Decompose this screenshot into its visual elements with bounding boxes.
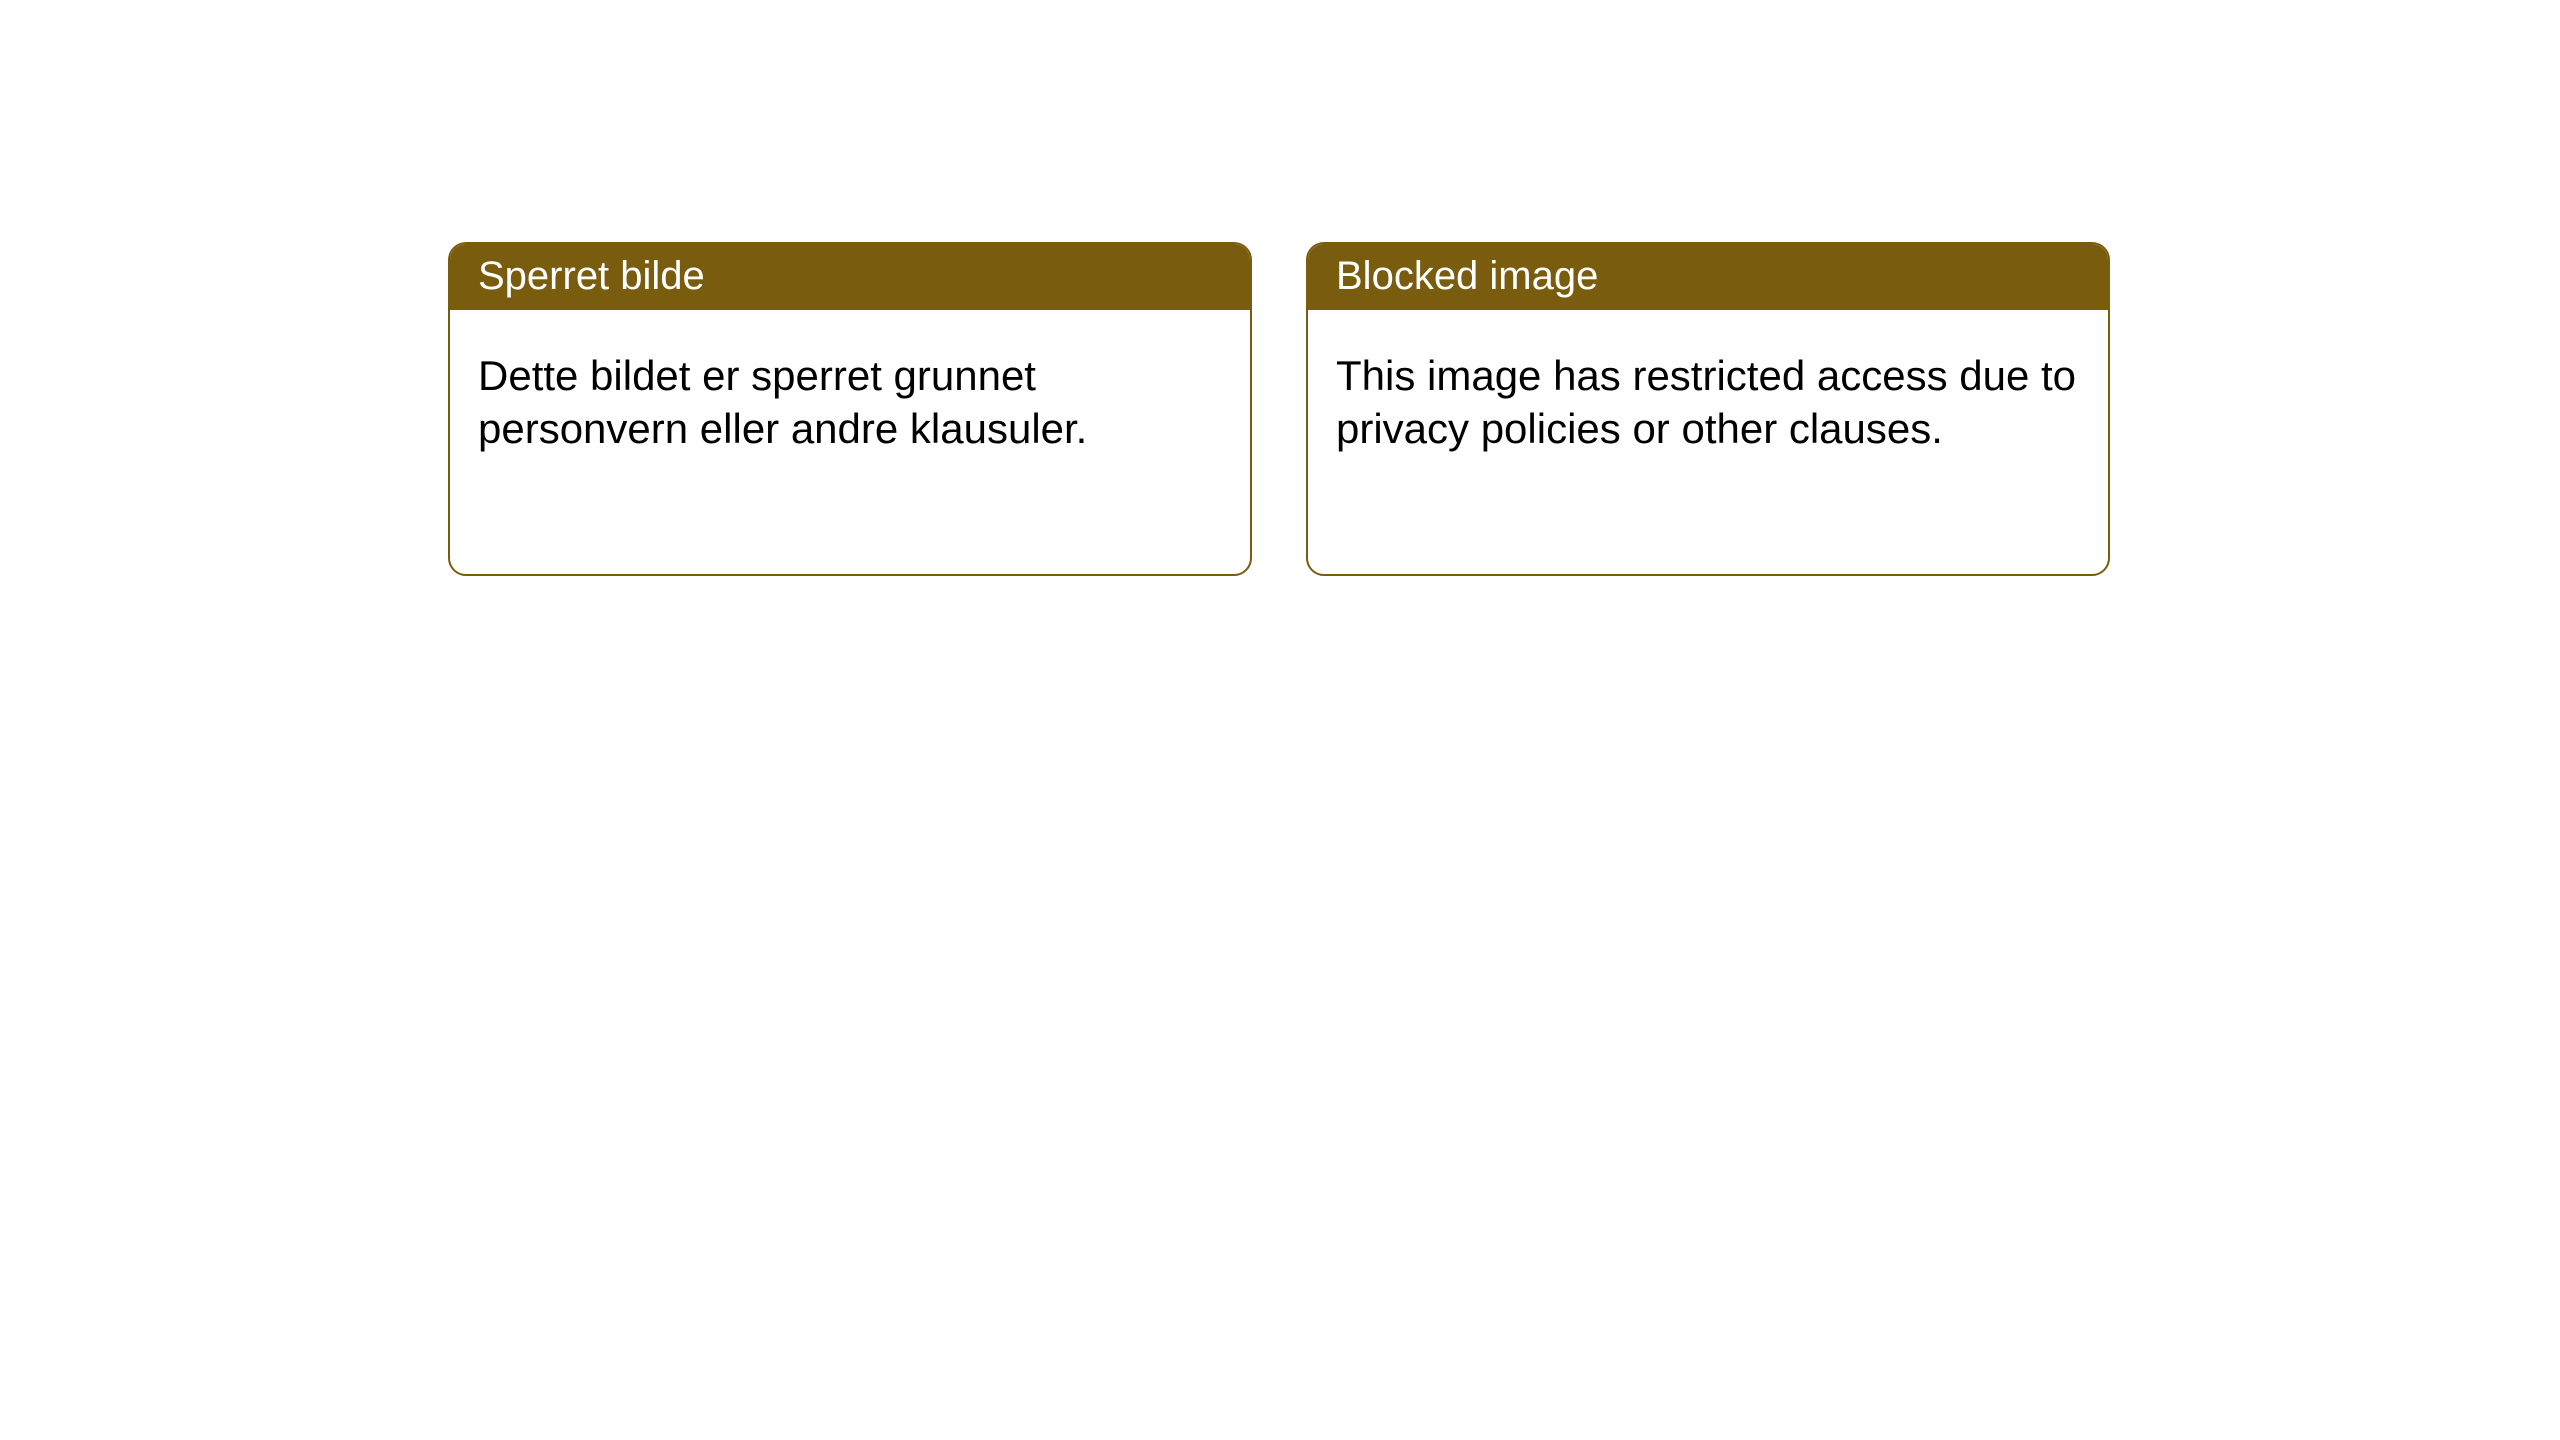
card-body-no: Dette bildet er sperret grunnet personve… [450, 310, 1250, 483]
card-body-en: This image has restricted access due to … [1308, 310, 2108, 483]
card-header-no: Sperret bilde [450, 244, 1250, 310]
blocked-image-card-en: Blocked image This image has restricted … [1306, 242, 2110, 576]
notice-container: Sperret bilde Dette bildet er sperret gr… [0, 0, 2560, 576]
card-header-en: Blocked image [1308, 244, 2108, 310]
blocked-image-card-no: Sperret bilde Dette bildet er sperret gr… [448, 242, 1252, 576]
